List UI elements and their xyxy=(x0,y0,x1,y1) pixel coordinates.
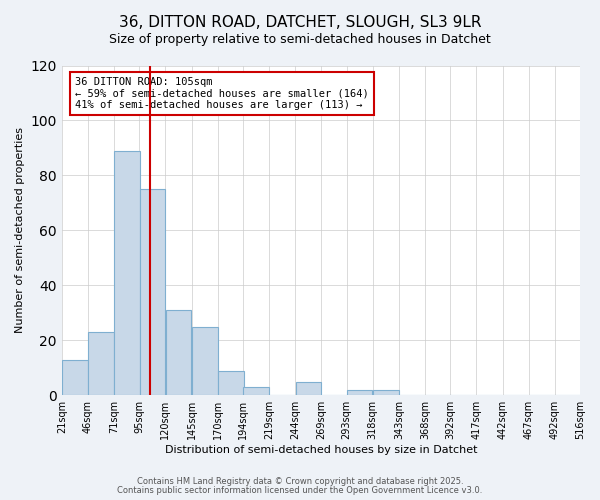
Text: Contains public sector information licensed under the Open Government Licence v3: Contains public sector information licen… xyxy=(118,486,482,495)
Bar xyxy=(115,150,140,396)
Bar xyxy=(62,360,88,396)
Bar xyxy=(373,390,398,396)
Text: Contains HM Land Registry data © Crown copyright and database right 2025.: Contains HM Land Registry data © Crown c… xyxy=(137,477,463,486)
Bar xyxy=(296,382,321,396)
Bar xyxy=(218,370,244,396)
X-axis label: Distribution of semi-detached houses by size in Datchet: Distribution of semi-detached houses by … xyxy=(164,445,477,455)
Y-axis label: Number of semi-detached properties: Number of semi-detached properties xyxy=(15,128,25,334)
Bar xyxy=(192,326,218,396)
Text: 36, DITTON ROAD, DATCHET, SLOUGH, SL3 9LR: 36, DITTON ROAD, DATCHET, SLOUGH, SL3 9L… xyxy=(119,15,481,30)
Bar xyxy=(166,310,191,396)
Bar xyxy=(243,387,269,396)
Bar xyxy=(347,390,373,396)
Bar xyxy=(88,332,114,396)
Text: 36 DITTON ROAD: 105sqm
← 59% of semi-detached houses are smaller (164)
41% of se: 36 DITTON ROAD: 105sqm ← 59% of semi-det… xyxy=(75,77,368,110)
Bar xyxy=(140,189,165,396)
Text: Size of property relative to semi-detached houses in Datchet: Size of property relative to semi-detach… xyxy=(109,32,491,46)
